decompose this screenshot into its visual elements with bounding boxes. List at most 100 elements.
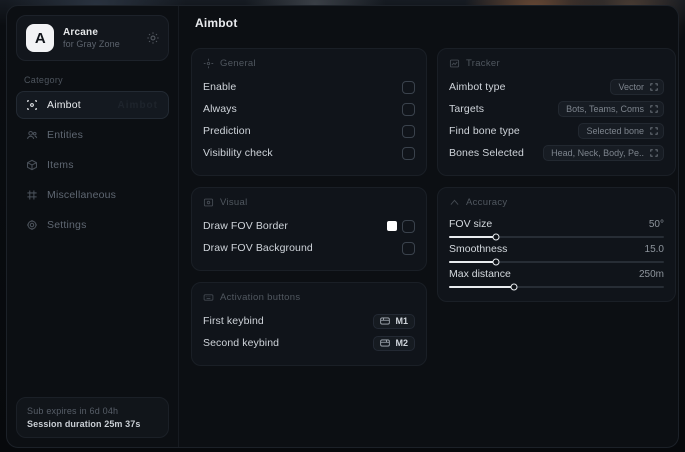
first-keybind-value: M1 (395, 316, 408, 326)
left-column: General Enable Always Prediction (191, 48, 427, 366)
targets-dropdown[interactable]: Bots, Teams, Coms (558, 101, 664, 117)
row-label: Prediction (203, 125, 251, 137)
sidebar-item-label: Aimbot (47, 99, 81, 111)
sidebar-item-aimbot[interactable]: Aimbot Aimbot (16, 91, 169, 119)
crosshair-icon (203, 58, 214, 69)
visibility-check-checkbox[interactable] (402, 146, 415, 160)
expand-icon (650, 127, 658, 135)
slider-fill (449, 236, 497, 238)
expand-icon (650, 105, 658, 113)
slider-label: Max distance (449, 268, 511, 280)
panel-accuracy-header: Accuracy (449, 197, 664, 208)
prediction-checkbox[interactable] (402, 124, 415, 138)
panel-tracker: Tracker Aimbot type Vector (437, 48, 676, 176)
sidebar-item-miscellaneous[interactable]: Miscellaneous (16, 181, 169, 209)
row-label: Find bone type (449, 125, 520, 137)
slider-smoothness[interactable]: Smoothness 15.0 (449, 240, 664, 266)
slider-fill (449, 286, 514, 288)
row-label: Draw FOV Border (203, 220, 288, 232)
keyboard-icon (203, 292, 214, 303)
slider-track[interactable] (449, 258, 664, 266)
sidebar: A Arcane for Gray Zone Category (7, 6, 179, 447)
cheat-menu-window: A Arcane for Gray Zone Category (6, 5, 679, 448)
row-draw-fov-border[interactable]: Draw FOV Border (203, 215, 415, 237)
find-bone-type-dropdown[interactable]: Selected bone (578, 123, 664, 139)
row-targets[interactable]: Targets Bots, Teams, Coms (449, 98, 664, 120)
row-aimbot-type[interactable]: Aimbot type Vector (449, 76, 664, 98)
row-label: First keybind (203, 315, 264, 327)
aimbot-type-dropdown[interactable]: Vector (610, 79, 664, 95)
sidebar-item-label: Items (47, 159, 74, 171)
row-draw-fov-background[interactable]: Draw FOV Background (203, 237, 415, 259)
second-keybind-value: M2 (395, 338, 408, 348)
aimbot-type-value: Vector (618, 82, 644, 92)
row-second-keybind[interactable]: Second keybind M2 (203, 332, 415, 354)
panel-general-header: General (203, 58, 415, 69)
row-label: Second keybind (203, 337, 280, 349)
draw-fov-background-checkbox[interactable] (402, 241, 415, 255)
slider-fov-size[interactable]: FOV size 50° (449, 215, 664, 241)
sub-expiry-text: Sub expires in 6d 04h (27, 406, 119, 416)
panel-title: Accuracy (466, 197, 508, 208)
row-label: Targets (449, 103, 485, 115)
fov-border-color-swatch[interactable] (387, 221, 397, 231)
sidebar-item-settings[interactable]: Settings (16, 211, 169, 239)
sidebar-nav: Aimbot Aimbot Entities Item (16, 91, 169, 241)
profile-card[interactable]: A Arcane for Gray Zone (16, 15, 169, 61)
enable-checkbox[interactable] (402, 80, 415, 94)
subscription-status-card: Sub expires in 6d 04h Session duration 2… (16, 397, 169, 438)
slider-track[interactable] (449, 233, 664, 241)
targets-value: Bots, Teams, Coms (566, 104, 644, 114)
image-icon (203, 197, 214, 208)
row-first-keybind[interactable]: First keybind M1 (203, 310, 415, 332)
crosshair-icon (26, 99, 38, 111)
mouse-right-icon (380, 339, 391, 347)
sidebar-item-entities[interactable]: Entities (16, 121, 169, 149)
session-duration-text: Session duration 25m 37s (27, 419, 141, 429)
right-column: Tracker Aimbot type Vector (437, 48, 676, 302)
draw-fov-border-checkbox[interactable] (402, 219, 415, 233)
second-keybind-button[interactable]: M2 (373, 335, 415, 351)
gear-icon[interactable] (146, 31, 160, 45)
row-label: Always (203, 103, 237, 115)
page-title: Aimbot (195, 16, 238, 30)
slider-value: 15.0 (644, 243, 664, 255)
slider-max-distance[interactable]: Max distance 250m (449, 265, 664, 291)
row-label: Aimbot type (449, 81, 506, 93)
slider-fill (449, 261, 497, 263)
slider-value: 50° (648, 218, 664, 230)
row-visibility-check[interactable]: Visibility check (203, 142, 415, 164)
slider-label: Smoothness (449, 243, 508, 255)
slider-knob[interactable] (492, 233, 500, 241)
profile-subtitle: for Gray Zone (63, 39, 120, 49)
box-icon (26, 159, 38, 171)
find-bone-type-value: Selected bone (586, 126, 644, 136)
slider-track[interactable] (449, 283, 664, 291)
main-content: Aimbot General Enable (179, 6, 678, 447)
panel-visual-header: Visual (203, 197, 415, 208)
sidebar-item-label: Settings (47, 219, 87, 231)
panel-columns: General Enable Always Prediction (179, 40, 678, 447)
sidebar-item-items[interactable]: Items (16, 151, 169, 179)
sidebar-item-label: Entities (47, 129, 84, 141)
slider-knob[interactable] (492, 258, 500, 266)
profile-name: Arcane (63, 27, 99, 38)
panel-visual: Visual Draw FOV Border Draw FOV Backgrou… (191, 187, 427, 271)
chart-icon (449, 58, 460, 69)
row-find-bone-type[interactable]: Find bone type Selected bone (449, 120, 664, 142)
row-bones-selected[interactable]: Bones Selected Head, Neck, Body, Pe.. (449, 142, 664, 164)
first-keybind-button[interactable]: M1 (373, 313, 415, 329)
row-label: Visibility check (203, 147, 273, 159)
always-checkbox[interactable] (402, 102, 415, 116)
row-always[interactable]: Always (203, 98, 415, 120)
row-prediction[interactable]: Prediction (203, 120, 415, 142)
gear-icon (26, 219, 38, 231)
bones-selected-dropdown[interactable]: Head, Neck, Body, Pe.. (543, 145, 664, 161)
slider-knob[interactable] (510, 283, 517, 291)
expand-icon (650, 83, 658, 91)
users-icon (26, 129, 38, 141)
expand-icon (650, 149, 658, 157)
row-enable[interactable]: Enable (203, 76, 415, 98)
avatar: A (26, 24, 54, 52)
panel-tracker-header: Tracker (449, 58, 664, 69)
